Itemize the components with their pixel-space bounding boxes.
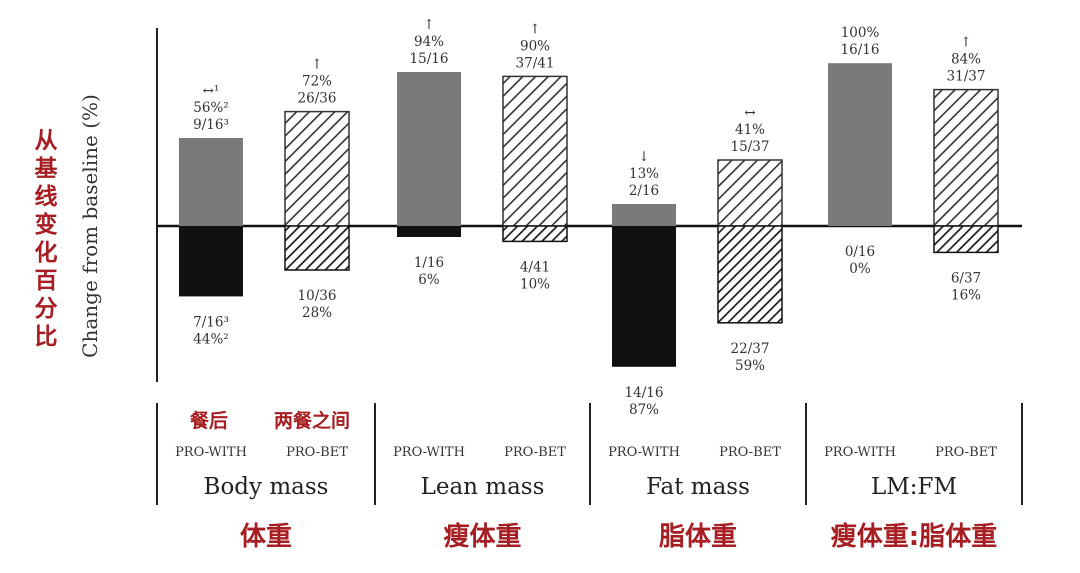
bar-positive: [284, 110, 350, 227]
bar-label-positive: 37/41: [516, 55, 555, 71]
bar-label-positive: 16/16: [841, 42, 880, 58]
series-label: PRO-BET: [504, 445, 566, 460]
group-label-chinese: 体重: [240, 522, 292, 552]
bar-label-positive: 31/37: [947, 69, 986, 85]
bar-labels: ↔¹56%²9/16³7/16³44%²↑72%26/3610/3628%↑94…: [193, 17, 985, 418]
group-label-chinese: 瘦体重: [443, 521, 521, 552]
series-label: PRO-BET: [719, 445, 781, 460]
bar-negative: [502, 225, 568, 243]
bar-label-negative: 28%: [302, 305, 332, 321]
bar-label-negative: 0%: [849, 261, 871, 277]
series-label: PRO-WITH: [608, 445, 680, 460]
group-separators: [156, 403, 1023, 505]
bar-label-negative: 7/16³: [193, 314, 229, 330]
bar-label-negative: 6/37: [951, 270, 981, 286]
y-axis-label-chinese-char: 比: [35, 324, 58, 350]
bar-label-negative: 4/41: [520, 259, 550, 275]
bar-label-negative: 10/36: [298, 288, 337, 304]
bar-label-positive: 100%: [841, 25, 880, 41]
series-label: PRO-BET: [286, 445, 348, 460]
bar-positive: [397, 72, 461, 226]
bar-label-positive: 90%: [520, 38, 550, 54]
group-label: LM:FM: [871, 474, 957, 500]
group-label: Body mass: [204, 474, 329, 500]
bars: [179, 63, 999, 367]
y-axis-label-chinese-char: 变: [35, 211, 58, 238]
series-label: PRO-WITH: [393, 445, 465, 460]
bar-label-positive: 15/16: [410, 51, 449, 67]
bar-label-positive: 9/16³: [193, 117, 229, 133]
y-axis-label-chinese-char: 线: [35, 183, 58, 210]
bar-label-negative: 1/16: [414, 255, 444, 271]
bar-positive: [612, 204, 676, 226]
bar-label-negative: 44%²: [193, 331, 228, 347]
series-label: PRO-WITH: [824, 445, 896, 460]
group-label: Lean mass: [421, 474, 545, 500]
bar-label-positive: ↑: [529, 21, 540, 37]
bar-positive: [933, 88, 999, 227]
bar-label-positive: 94%: [414, 34, 444, 50]
bar-label-positive: 41%: [735, 122, 765, 138]
bar-positive: [179, 138, 243, 226]
bar-positive: [828, 63, 892, 227]
bar-negative: [397, 226, 461, 237]
group-label: Fat mass: [646, 474, 750, 500]
bar-label-positive: ↓: [638, 149, 649, 165]
bar-label-negative: 16%: [951, 287, 981, 303]
bar-label-negative: 6%: [418, 272, 440, 288]
bar-negative: [933, 225, 999, 254]
bar-negative: [612, 226, 676, 367]
bar-label-positive: ↔: [744, 105, 755, 121]
bar-label-positive: 84%: [951, 52, 981, 68]
bar-label-positive: 72%: [302, 74, 332, 90]
bar-label-negative: 22/37: [731, 341, 770, 357]
bar-label-negative: 59%: [735, 358, 765, 374]
group-label-chinese: 瘦体重:脂体重: [831, 521, 997, 552]
condition-label-after-meal: 餐后: [190, 409, 228, 432]
bar-label-negative: 10%: [520, 276, 550, 292]
bar-label-negative: 14/16: [625, 385, 664, 401]
bar-label-positive: 56%²: [193, 100, 228, 116]
y-axis-label-chinese-char: 百: [35, 268, 58, 294]
bar-negative: [284, 225, 350, 271]
bar-label-positive: 13%: [629, 166, 659, 182]
group-labels: Body mass 体重 Lean mass 瘦体重 Fat mass 脂体重 LM:FM 瘦…: [204, 474, 998, 552]
y-axis-label: Change from baseline (%): [78, 94, 102, 358]
bar-label-positive: ↔¹: [203, 83, 220, 99]
bar-label-positive: ↑: [960, 35, 971, 51]
series-label: PRO-BET: [935, 445, 997, 460]
bar-label-positive: ↑: [423, 17, 434, 33]
y-axis-label-chinese-char: 基: [35, 156, 59, 182]
bar-label-positive: 2/16: [629, 183, 659, 199]
group-label-chinese: 脂体重: [659, 522, 737, 552]
bar-label-positive: 15/37: [731, 139, 770, 155]
bar-label-positive: 26/36: [298, 91, 337, 107]
y-axis-label-chinese-char: 分: [35, 296, 58, 322]
bar-label-negative: 0/16: [845, 244, 875, 260]
bar-negative: [179, 226, 243, 297]
bar-label-positive: ↑: [311, 57, 322, 73]
y-axis-label-chinese-char: 化: [35, 239, 58, 266]
bar-positive: [502, 75, 568, 227]
condition-label-between-meals: 两餐之间: [274, 409, 350, 432]
bar-negative: [717, 225, 783, 324]
series-labels: PRO-WITH PRO-BET PRO-WITH PRO-BET PRO-WITH PR…: [175, 445, 997, 460]
bar-positive: [717, 159, 783, 227]
series-label: PRO-WITH: [175, 445, 247, 460]
bar-label-negative: 87%: [629, 402, 659, 418]
y-axis-label-chinese-char: 从: [35, 128, 58, 154]
